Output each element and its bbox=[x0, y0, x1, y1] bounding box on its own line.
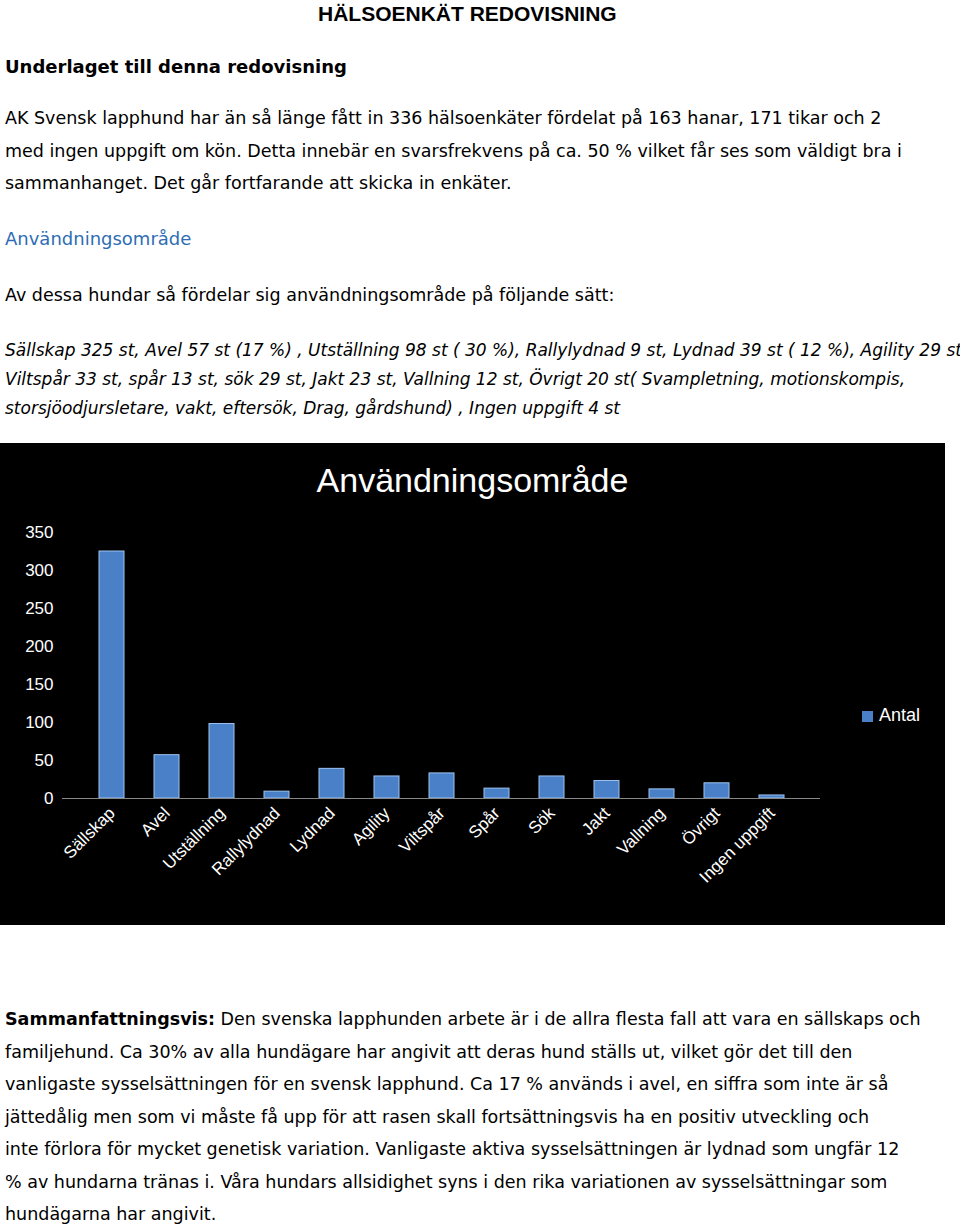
html-text:Viltspår 33 st, spår 13 st, sö: Viltspår 33 st, spår 13 st, sök 29 st, J… bbox=[5, 369, 906, 389]
html-text:% av hundarna tränas i. Våra h: % av hundarna tränas i. Våra hundars all… bbox=[5, 1171, 888, 1192]
svg-text:350: 350 bbox=[25, 523, 53, 542]
svg-text:0: 0 bbox=[44, 789, 53, 808]
html-text:jättedålig men som vi måste få: jättedålig men som vi måste få upp för a… bbox=[5, 1106, 870, 1127]
svg-text:Lydnad: Lydnad bbox=[286, 804, 338, 856]
svg-text:100: 100 bbox=[25, 713, 53, 732]
html-text:Antal: Antal bbox=[879, 705, 920, 725]
svg-text:Övrigt: Övrigt bbox=[678, 803, 724, 849]
html-text:HÄLSOENKÄT REDOVISNING: HÄLSOENKÄT REDOVISNING bbox=[318, 2, 617, 25]
html-text:Av dessa hundar så fördelar si: Av dessa hundar så fördelar sig användni… bbox=[5, 285, 615, 305]
svg-text:Viltspår: Viltspår bbox=[395, 803, 449, 857]
html-text:Användningsområde: Användningsområde bbox=[5, 228, 192, 249]
svg-text:Sök: Sök bbox=[525, 803, 560, 838]
svg-text:Utställning: Utställning bbox=[159, 803, 229, 874]
html-text:storsjöodjursletare, vakt, eft: storsjöodjursletare, vakt, eftersök, Dra… bbox=[5, 398, 620, 418]
html-text:inte förlora för mycket geneti: inte förlora för mycket genetisk variati… bbox=[5, 1139, 900, 1159]
svg-text:300: 300 bbox=[25, 561, 53, 580]
html-text:AK Svensk lapphund har än så l: AK Svensk lapphund har än så länge fått … bbox=[5, 108, 882, 128]
svg-text:Avel: Avel bbox=[137, 804, 174, 841]
html-text:Underlaget till denna redovisn: Underlaget till denna redovisning bbox=[5, 56, 347, 77]
html-text:sammanhanget. Det går fortfara: sammanhanget. Det går fortfarande att sk… bbox=[5, 173, 512, 193]
svg-text:Agility: Agility bbox=[348, 803, 394, 849]
html-text:hundägarna har angivit.: hundägarna har angivit. bbox=[5, 1204, 217, 1224]
html-text:familjehund. Ca 30% av alla hu: familjehund. Ca 30% av alla hundägare ha… bbox=[5, 1041, 853, 1062]
html-text:Användningsområde: Användningsområde bbox=[316, 461, 629, 499]
html-text:vanligaste sysselsättningen fö: vanligaste sysselsättningen för en svens… bbox=[5, 1074, 889, 1094]
html-text:Sammanfattningsvis: Den svensk: Sammanfattningsvis: Den svenska lapphund… bbox=[5, 1009, 921, 1029]
svg-text:Sällskap: Sällskap bbox=[60, 804, 119, 863]
svg-text:Jakt: Jakt bbox=[578, 803, 614, 839]
svg-text:Ingen uppgift: Ingen uppgift bbox=[696, 803, 779, 886]
svg-text:200: 200 bbox=[25, 637, 53, 656]
html-text:med ingen uppgift om kön. Dett: med ingen uppgift om kön. Detta innebär … bbox=[5, 140, 902, 161]
svg-text:250: 250 bbox=[25, 599, 53, 618]
svg-text:Spår: Spår bbox=[465, 803, 504, 842]
svg-text:150: 150 bbox=[25, 675, 53, 694]
svg-text:Vallning: Vallning bbox=[613, 804, 668, 859]
svg-text:50: 50 bbox=[35, 751, 54, 770]
svg-text:Rallylydnad: Rallylydnad bbox=[208, 804, 284, 880]
